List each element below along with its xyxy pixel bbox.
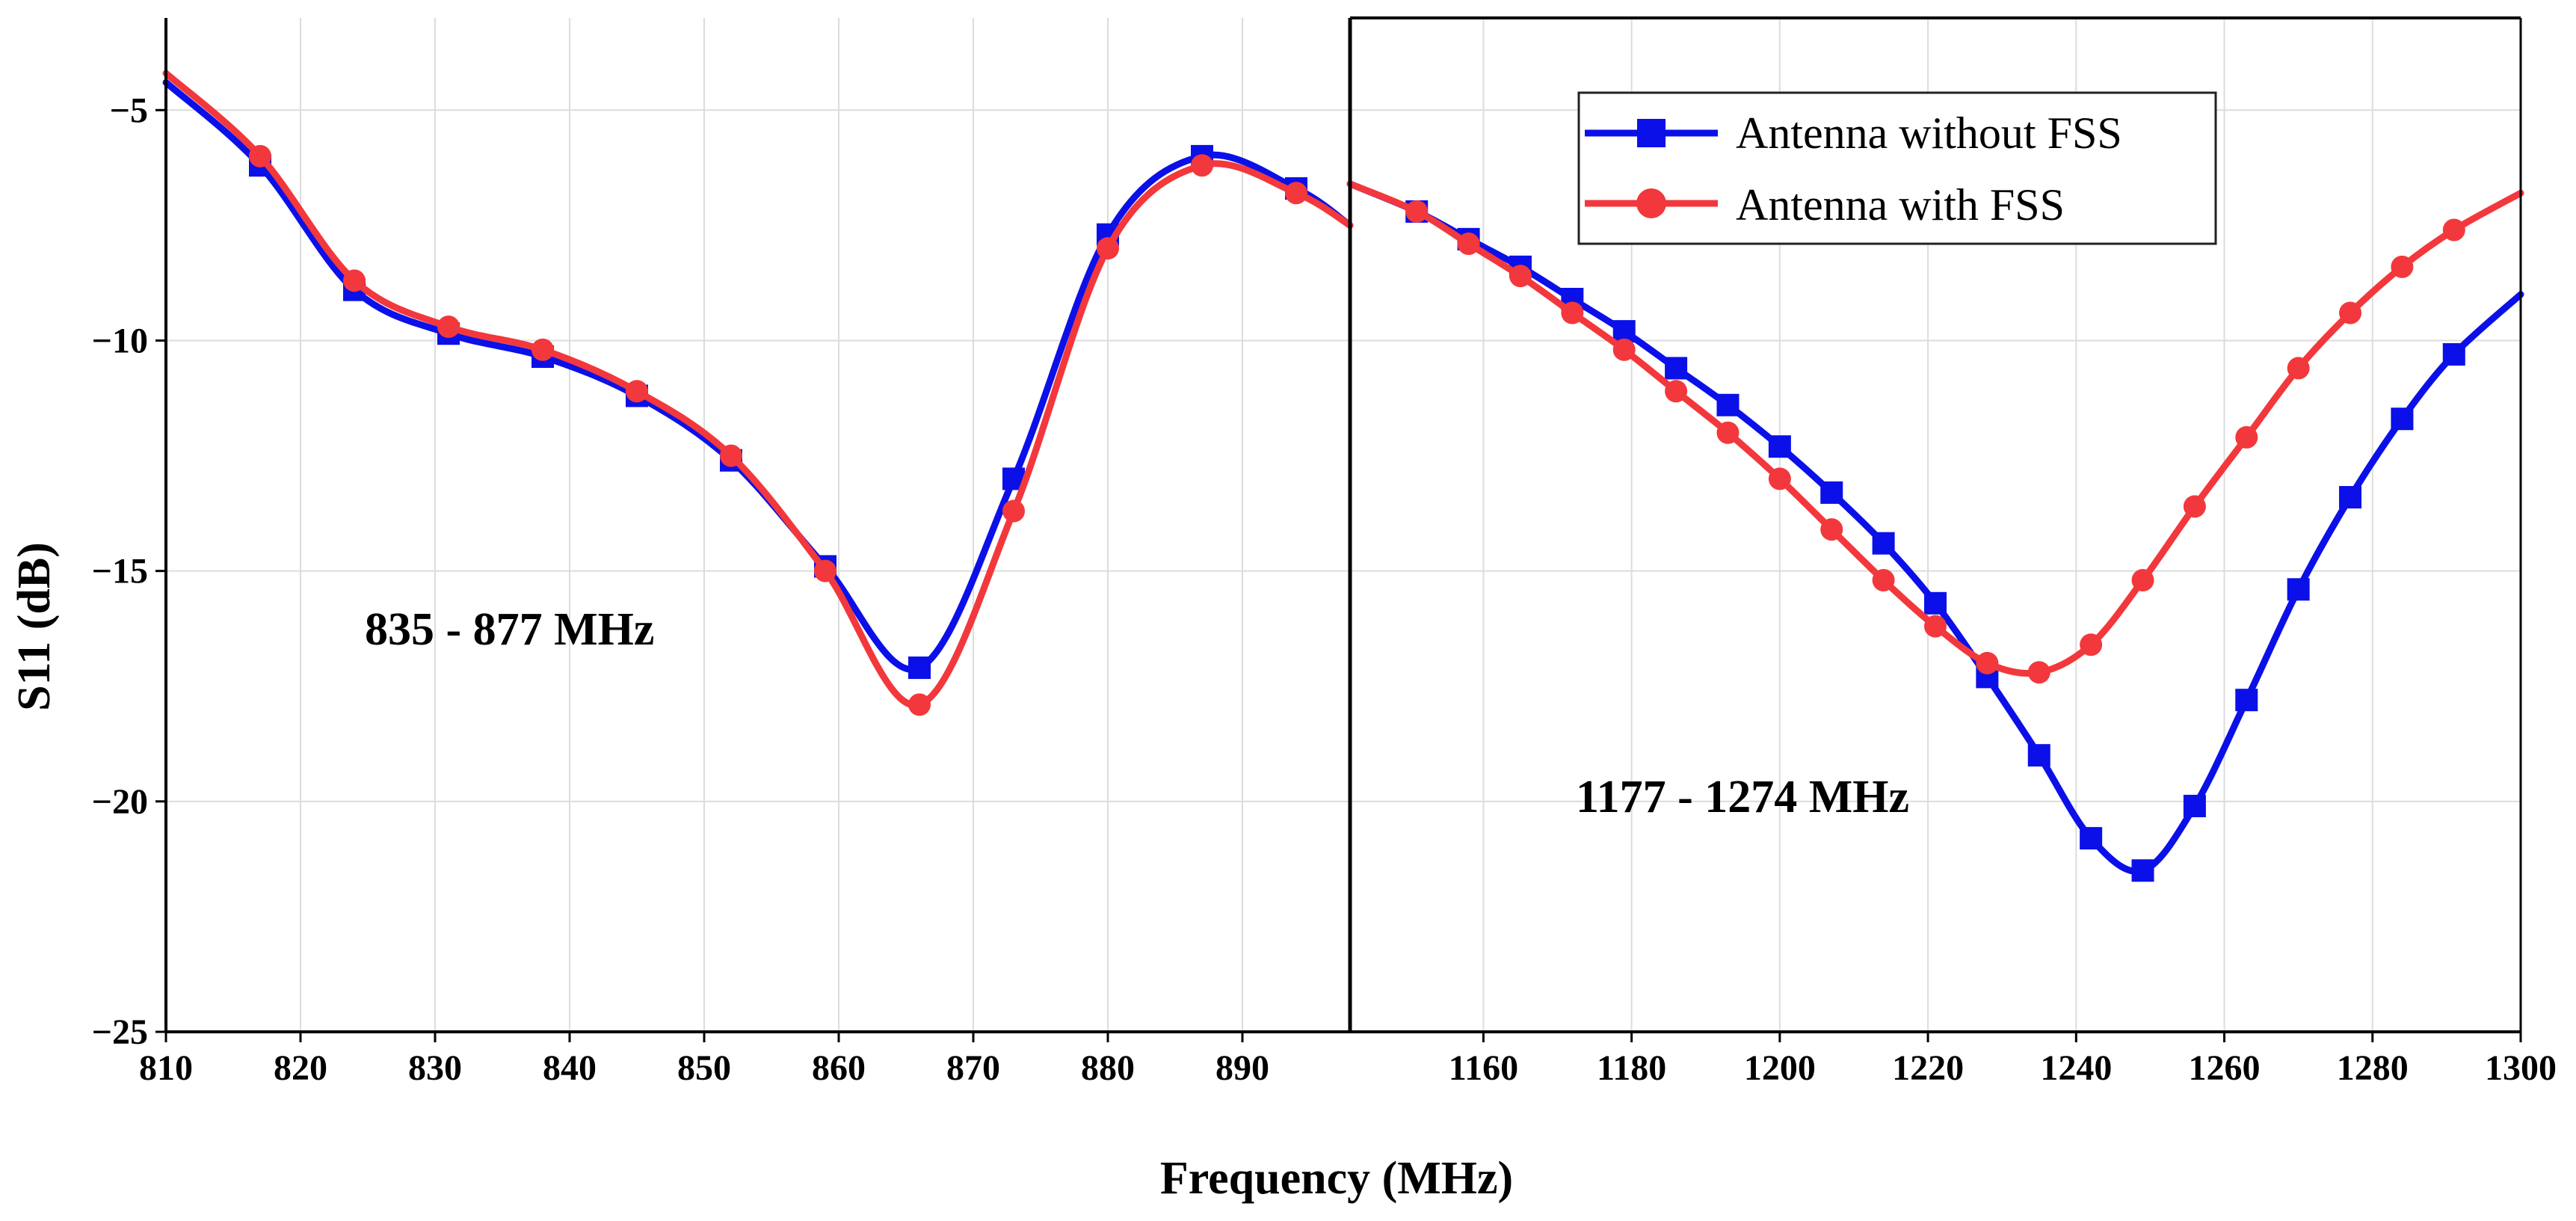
data-point-circle xyxy=(437,315,460,338)
x-tick-label: 1260 xyxy=(2189,1048,2261,1088)
y-tick-label: −5 xyxy=(110,90,148,130)
data-point-circle xyxy=(2131,568,2154,591)
grid-layer xyxy=(165,18,2521,1032)
data-point-square xyxy=(1768,435,1791,458)
left-band-annotation: 835 - 877 MHz xyxy=(365,604,654,655)
data-point-circle xyxy=(343,269,366,292)
y-tick-label: −25 xyxy=(92,1012,148,1052)
data-point-square xyxy=(1716,393,1740,416)
legend-marker-circle xyxy=(1636,188,1666,218)
data-point-circle xyxy=(814,559,836,582)
data-point-circle xyxy=(1285,182,1307,205)
data-point-circle xyxy=(720,444,742,467)
data-point-circle xyxy=(908,693,931,716)
x-tick-label: 880 xyxy=(1081,1048,1135,1088)
x-axis-title: Frequency (MHz) xyxy=(1160,1153,1513,1204)
data-point-square xyxy=(2183,794,2206,817)
data-point-circle xyxy=(1924,615,1947,638)
data-point-square xyxy=(2080,827,2103,850)
x-tick-label: 830 xyxy=(408,1048,462,1088)
legend-label-without-fss: Antenna without FSS xyxy=(1736,108,2122,158)
data-point-circle xyxy=(2391,255,2414,278)
data-point-square xyxy=(908,656,931,680)
data-point-circle xyxy=(2235,425,2258,449)
data-point-square xyxy=(1820,481,1843,504)
x-tick-label: 1160 xyxy=(1449,1048,1518,1088)
x-tick-label: 890 xyxy=(1215,1048,1269,1088)
data-point-circle xyxy=(1976,651,1999,674)
data-point-circle xyxy=(1509,265,1532,288)
data-point-square xyxy=(2131,859,2154,882)
legend: Antenna without FSS Antenna with FSS xyxy=(1577,91,2217,245)
y-tick-label: −20 xyxy=(92,782,148,822)
y-axis-title: S11 (dB) xyxy=(9,542,60,711)
data-point-circle xyxy=(1612,338,1636,361)
data-point-circle xyxy=(531,338,554,361)
x-tick-label: 840 xyxy=(543,1048,597,1088)
x-tick-label: 810 xyxy=(139,1048,193,1088)
y-tick-label: −15 xyxy=(92,552,148,591)
axes-layer xyxy=(164,16,2522,1033)
x-tick-label: 1240 xyxy=(2040,1048,2112,1088)
data-point-circle xyxy=(1097,237,1119,260)
data-point-square xyxy=(2391,407,2414,431)
data-point-circle xyxy=(2027,661,2050,684)
data-point-circle xyxy=(1191,154,1213,177)
x-tick-label: 820 xyxy=(274,1048,327,1088)
data-point-circle xyxy=(1665,380,1688,403)
data-point-circle xyxy=(2287,357,2310,380)
x-tick-label: 1180 xyxy=(1597,1048,1666,1088)
data-point-circle xyxy=(1872,568,1895,591)
legend-marker-square xyxy=(1637,119,1666,147)
data-point-square xyxy=(2027,744,2050,767)
data-point-circle xyxy=(1716,421,1740,444)
data-point-circle xyxy=(1561,301,1584,325)
x-tick-label: 1300 xyxy=(2485,1048,2557,1088)
data-point-circle xyxy=(1457,233,1480,256)
data-point-circle xyxy=(2080,633,2103,656)
data-point-square xyxy=(1924,591,1947,615)
series-layer xyxy=(162,70,2524,882)
data-point-circle xyxy=(2339,301,2362,325)
data-point-square xyxy=(1872,532,1895,555)
data-point-square xyxy=(2287,578,2310,601)
data-point-circle xyxy=(2442,218,2465,242)
data-point-circle xyxy=(1820,518,1843,541)
data-point-square xyxy=(2442,342,2465,366)
data-point-circle xyxy=(249,144,271,167)
x-tick-label: 1200 xyxy=(1744,1048,1816,1088)
data-point-circle xyxy=(1405,200,1429,223)
x-tick-label: 1280 xyxy=(2337,1048,2409,1088)
x-tick-label: 870 xyxy=(946,1048,1000,1088)
legend-frame xyxy=(1577,91,2217,245)
data-point-square xyxy=(2339,486,2362,509)
data-point-square xyxy=(2235,689,2258,712)
x-tick-label: 850 xyxy=(677,1048,731,1088)
x-tick-label: 1220 xyxy=(1892,1048,1964,1088)
data-point-circle xyxy=(2183,495,2206,518)
data-point-circle xyxy=(626,380,648,403)
data-point-circle xyxy=(1768,467,1791,490)
data-point-square xyxy=(1665,357,1688,380)
y-tick-label: −10 xyxy=(92,321,148,360)
right-band-annotation: 1177 - 1274 MHz xyxy=(1576,772,1909,822)
x-tick-label: 860 xyxy=(812,1048,866,1088)
legend-label-with-fss: Antenna with FSS xyxy=(1736,180,2065,230)
data-point-circle xyxy=(1002,499,1025,523)
